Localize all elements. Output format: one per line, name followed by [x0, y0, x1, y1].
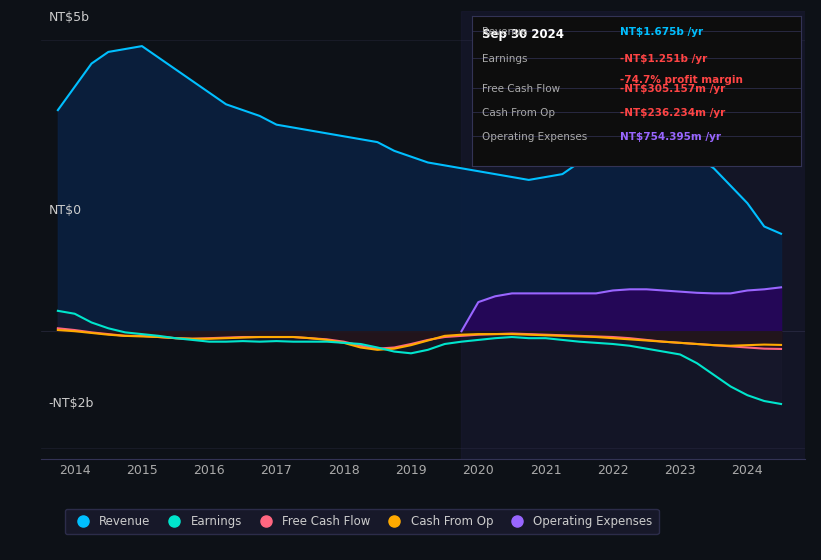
Text: NT$0: NT$0: [48, 204, 82, 217]
Bar: [461, 11, 814, 459]
Legend: Revenue, Earnings, Free Cash Flow, Cash From Op, Operating Expenses: Revenue, Earnings, Free Cash Flow, Cash …: [65, 509, 658, 534]
Text: -NT$2b: -NT$2b: [48, 397, 94, 410]
Text: NT$5b: NT$5b: [48, 11, 89, 24]
